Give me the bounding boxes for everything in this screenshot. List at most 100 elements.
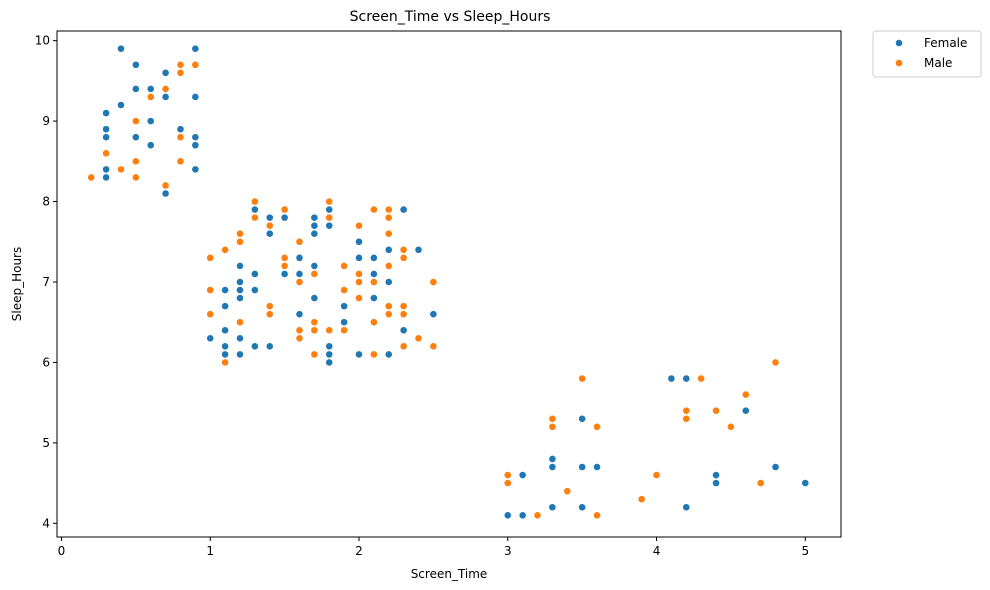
data-point-female — [280, 213, 289, 222]
data-point-male — [325, 326, 334, 335]
data-point-female — [191, 141, 200, 150]
data-point-female — [325, 350, 334, 359]
data-point-female — [102, 173, 110, 182]
data-point-female — [250, 205, 259, 214]
data-point-female — [310, 261, 319, 270]
data-point-male — [548, 422, 557, 431]
data-point-male — [176, 60, 185, 69]
data-point-male — [340, 261, 349, 270]
data-point-male — [310, 326, 319, 335]
data-point-female — [801, 479, 810, 487]
data-point-male — [384, 205, 393, 214]
data-point-female — [250, 342, 259, 351]
data-point-female — [250, 286, 259, 294]
data-point-female — [236, 294, 244, 302]
data-point-male — [325, 213, 334, 222]
data-point-male — [384, 261, 393, 270]
data-point-female — [191, 44, 200, 53]
data-point-male — [131, 173, 140, 182]
data-point-female — [191, 133, 200, 142]
y-tick-label: 10 — [35, 34, 50, 48]
data-point-female — [221, 350, 230, 359]
data-point-male — [295, 326, 304, 335]
data-point-male — [355, 294, 363, 302]
data-point-male — [399, 302, 408, 311]
data-point-male — [771, 358, 780, 367]
data-point-female — [310, 294, 319, 302]
data-point-male — [265, 221, 274, 230]
data-point-female — [236, 278, 244, 286]
data-point-male — [87, 173, 96, 182]
data-point-female — [310, 213, 319, 222]
data-point-female — [191, 165, 200, 174]
data-point-male — [340, 326, 349, 335]
data-point-female — [355, 350, 363, 359]
x-tick-label: 4 — [653, 544, 661, 558]
data-point-male — [176, 133, 185, 142]
data-point-female — [682, 503, 691, 512]
plot-frame — [56, 30, 842, 538]
legend-label-female: Female — [924, 36, 967, 50]
data-point-female — [250, 270, 259, 278]
data-point-male — [310, 270, 319, 278]
data-point-male — [206, 310, 215, 319]
data-point-male — [191, 60, 200, 69]
data-point-male — [295, 334, 304, 343]
data-point-male — [250, 213, 259, 222]
data-point-male — [578, 374, 587, 383]
data-point-female — [102, 165, 110, 174]
data-point-female — [117, 44, 125, 53]
data-point-male — [548, 414, 557, 423]
legend-marker-female — [895, 39, 903, 47]
data-point-male — [176, 68, 185, 77]
data-point-female — [712, 471, 720, 479]
data-point-female — [295, 253, 304, 262]
x-tick-label: 5 — [801, 544, 809, 558]
data-point-female — [548, 503, 557, 512]
y-axis-ticks: 4 5 6 7 8 9 10 — [35, 34, 57, 530]
data-point-female — [325, 358, 334, 367]
data-point-female — [161, 68, 170, 77]
plot-area — [57, 31, 841, 537]
data-point-male — [682, 406, 691, 415]
data-points — [87, 44, 810, 520]
data-point-male — [131, 117, 140, 125]
data-point-male — [652, 471, 661, 479]
data-point-male — [265, 302, 274, 311]
data-point-male — [369, 205, 378, 214]
data-point-female — [236, 334, 244, 343]
data-point-female — [355, 253, 363, 262]
chart-title: Screen_Time vs Sleep_Hours — [350, 9, 551, 25]
data-point-female — [369, 270, 378, 278]
data-point-female — [221, 326, 230, 335]
data-point-male — [741, 390, 750, 399]
data-point-male — [563, 487, 572, 496]
x-axis-label: Screen_Time — [411, 567, 488, 581]
data-point-female — [176, 125, 185, 134]
data-point-male — [325, 197, 334, 206]
y-tick-label: 6 — [42, 355, 50, 369]
data-point-male — [280, 253, 289, 262]
y-tick-label: 8 — [42, 195, 50, 209]
y-tick-label: 5 — [42, 436, 50, 450]
x-tick-label: 1 — [206, 544, 214, 558]
data-point-female — [414, 245, 423, 254]
data-point-female — [325, 342, 334, 351]
data-point-female — [340, 318, 349, 327]
data-point-male — [369, 318, 378, 327]
data-point-male — [250, 197, 259, 206]
data-point-male — [176, 157, 185, 166]
data-point-male — [593, 422, 601, 431]
data-point-male — [280, 261, 289, 270]
data-point-male — [355, 270, 363, 278]
data-point-female — [191, 93, 200, 101]
data-point-male — [355, 278, 363, 286]
data-point-female — [236, 286, 244, 294]
data-point-male — [503, 479, 512, 487]
data-point-female — [265, 229, 274, 238]
data-point-female — [578, 414, 587, 423]
data-point-female — [682, 374, 691, 383]
data-point-female — [340, 302, 349, 311]
data-point-male — [399, 310, 408, 319]
